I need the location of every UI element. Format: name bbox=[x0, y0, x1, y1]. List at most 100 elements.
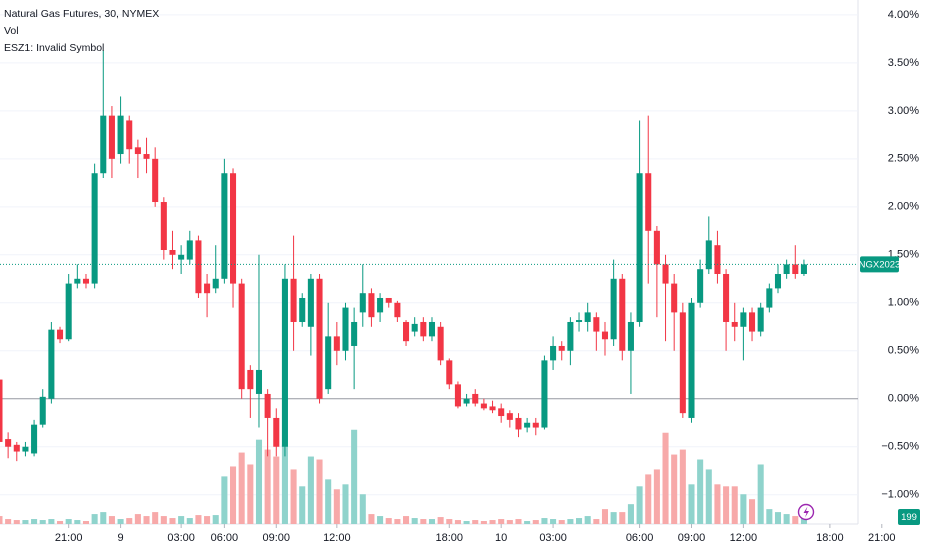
candle-body bbox=[645, 173, 652, 231]
volume-bar bbox=[428, 519, 436, 524]
volume-bar bbox=[774, 512, 782, 524]
candle-body bbox=[463, 398, 470, 404]
x-tick-label: 12:00 bbox=[730, 532, 758, 544]
candle-body bbox=[550, 345, 557, 361]
candle-body bbox=[91, 173, 98, 284]
volume-bar bbox=[446, 519, 453, 524]
volume-bar bbox=[221, 476, 228, 524]
candle-body bbox=[48, 329, 55, 399]
candle-body bbox=[792, 264, 799, 274]
volume-bar bbox=[480, 521, 487, 524]
candle-body bbox=[82, 278, 90, 284]
volume-bar bbox=[307, 456, 314, 524]
candle-body bbox=[247, 369, 254, 390]
volume-bar bbox=[91, 514, 98, 524]
y-tick-label: 3.50% bbox=[888, 57, 919, 69]
volume-bar bbox=[636, 486, 643, 524]
volume-bar bbox=[515, 519, 522, 524]
candle-body bbox=[290, 278, 297, 322]
candle-body bbox=[731, 321, 738, 327]
volume-bar bbox=[212, 515, 219, 524]
volume-bar bbox=[342, 484, 349, 524]
candle-body bbox=[316, 278, 323, 399]
volume-bar bbox=[359, 494, 366, 524]
candle-body bbox=[108, 115, 115, 159]
candle-body bbox=[411, 323, 418, 332]
candle-body bbox=[230, 173, 237, 284]
candle-body bbox=[117, 115, 124, 155]
candle-body bbox=[636, 173, 643, 322]
candle-body bbox=[506, 413, 513, 420]
y-tick-label: 1.50% bbox=[888, 249, 919, 261]
candle-body bbox=[800, 264, 807, 274]
y-tick-label: −0.50% bbox=[881, 441, 919, 453]
candle-body bbox=[100, 115, 107, 174]
volume-bar bbox=[403, 516, 410, 524]
compare-label: ESZ1: Invalid Symbol bbox=[4, 42, 104, 54]
volume-bar bbox=[82, 521, 90, 524]
candle-body bbox=[238, 283, 245, 390]
volume-bar bbox=[22, 520, 29, 524]
x-tick-label: 9 bbox=[118, 532, 124, 544]
candle-body bbox=[558, 345, 565, 351]
volume-bar bbox=[39, 520, 46, 524]
candle-body bbox=[653, 230, 660, 265]
candle-body bbox=[541, 360, 548, 428]
volume-bar bbox=[601, 509, 609, 524]
volume-bar bbox=[489, 520, 496, 524]
volume-bar bbox=[653, 469, 660, 524]
x-tick-label: 18:00 bbox=[816, 532, 844, 544]
x-tick-label: 03:00 bbox=[167, 532, 195, 544]
candle-body bbox=[178, 254, 185, 260]
candle-body bbox=[377, 297, 384, 313]
y-tick-label: 2.00% bbox=[888, 201, 919, 213]
candle-body bbox=[5, 439, 12, 447]
candle-body bbox=[307, 278, 314, 327]
candle-body bbox=[299, 297, 306, 322]
volume-bar bbox=[498, 519, 505, 524]
candle-body bbox=[783, 264, 790, 274]
candle-body bbox=[593, 317, 600, 332]
last-volume-label: 199 bbox=[901, 512, 917, 523]
candle-body bbox=[489, 406, 496, 411]
candle-body bbox=[351, 321, 358, 346]
volume-bar bbox=[5, 519, 12, 524]
volume-bar bbox=[705, 469, 712, 524]
volume-bar bbox=[437, 517, 444, 524]
candle-body bbox=[255, 369, 263, 394]
volume-bar bbox=[645, 474, 652, 524]
indicator-label: Vol bbox=[4, 25, 19, 37]
candle-body bbox=[0, 379, 3, 442]
candle-body bbox=[13, 444, 20, 452]
y-tick-label: 2.50% bbox=[888, 153, 919, 165]
volume-bar bbox=[619, 512, 626, 524]
candle-body bbox=[714, 245, 721, 274]
alert-icon[interactable] bbox=[797, 503, 815, 521]
volume-bar bbox=[100, 512, 107, 524]
volume-bar bbox=[800, 516, 807, 524]
volume-bar bbox=[662, 432, 669, 524]
volume-bar bbox=[454, 520, 461, 524]
volume-bar bbox=[420, 519, 427, 524]
volume-bar bbox=[749, 499, 756, 524]
x-tick-label: 21:00 bbox=[868, 532, 896, 544]
volume-bar bbox=[13, 520, 20, 524]
candle-body bbox=[420, 321, 427, 337]
last-price-tag bbox=[860, 256, 899, 273]
y-tick-label: −1.00% bbox=[881, 489, 919, 501]
candle-body bbox=[39, 396, 46, 425]
volume-bar bbox=[532, 520, 539, 524]
y-tick-label: 4.00% bbox=[888, 9, 919, 21]
candle-body bbox=[446, 360, 453, 385]
candle-body bbox=[679, 312, 686, 414]
candle-body bbox=[342, 307, 349, 351]
candle-body bbox=[454, 384, 461, 407]
volume-bar bbox=[74, 520, 81, 524]
x-tick-label: 06:00 bbox=[626, 532, 654, 544]
candle-body bbox=[264, 393, 271, 418]
last-price-label: NGX2023 bbox=[859, 259, 901, 270]
volume-bar bbox=[463, 521, 470, 524]
candle-body bbox=[610, 278, 617, 340]
